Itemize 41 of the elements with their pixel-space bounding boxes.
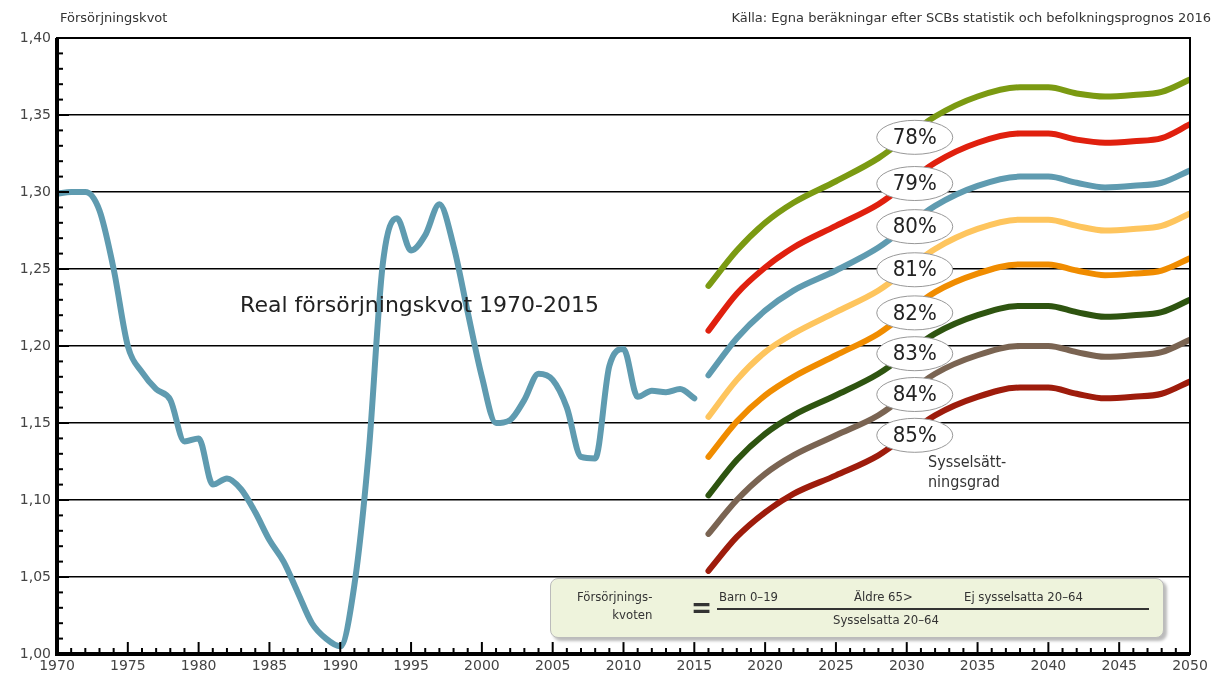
annotation: Barn 0–19 xyxy=(719,589,779,604)
x-tick-label: 2050 xyxy=(1172,657,1208,674)
annotation: = xyxy=(691,591,713,624)
x-tick-label: 2000 xyxy=(464,657,500,674)
x-tick-label: 2010 xyxy=(605,657,642,674)
x-tick-label: 2020 xyxy=(747,657,783,674)
annotation: Sysselsatta 20–64 xyxy=(833,612,939,627)
y-tick-label: 1,20 xyxy=(19,336,51,353)
series-label: 79% xyxy=(892,170,937,196)
y-tick-label: 1,05 xyxy=(19,567,51,584)
y-axis-title: Försörjningskvot xyxy=(60,10,168,25)
y-tick-label: 1,10 xyxy=(19,490,51,507)
series-label: 81% xyxy=(892,256,937,282)
x-tick-label: 2045 xyxy=(1101,657,1138,674)
y-tick-label: 1,30 xyxy=(19,182,51,199)
series-label: 85% xyxy=(892,422,937,448)
x-tick-label: 2040 xyxy=(1030,657,1067,674)
text: Källa: Egna beräkningar efter SCBs statistik och befolkningsprognos 2016 xyxy=(731,10,1211,25)
x-tick-label: 2005 xyxy=(534,657,571,674)
y-tick-label: 1,35 xyxy=(19,105,51,122)
x-tick-label: 2035 xyxy=(959,657,996,674)
annotation: Ej sysselsatta 20–64 xyxy=(964,589,1083,604)
y-tick-label: 1,25 xyxy=(19,259,51,276)
series-label: 78% xyxy=(892,124,937,150)
annotation: Försörjnings- kvoten xyxy=(577,588,653,624)
annotation: Äldre 65> xyxy=(854,589,913,604)
x-tick-label: 1995 xyxy=(393,657,429,674)
y-tick-label: 1,15 xyxy=(19,413,51,430)
x-tick-label: 1990 xyxy=(322,657,359,674)
x-tick-label: 1980 xyxy=(180,657,217,674)
x-tick-label: 1985 xyxy=(251,657,288,674)
x-tick-label: 2025 xyxy=(818,657,854,674)
x-tick-label: 1975 xyxy=(109,657,146,674)
series-label: 80% xyxy=(892,213,937,239)
series-label: 83% xyxy=(892,340,937,366)
y-tick-label: 1,40 xyxy=(19,28,51,45)
series-label: 84% xyxy=(892,381,937,407)
legend-title: Sysselsätt- ningsgrad xyxy=(927,452,1007,492)
x-tick-label: 2030 xyxy=(888,657,925,674)
series-label: 82% xyxy=(892,299,937,325)
x-tick-label: 2015 xyxy=(676,657,713,674)
